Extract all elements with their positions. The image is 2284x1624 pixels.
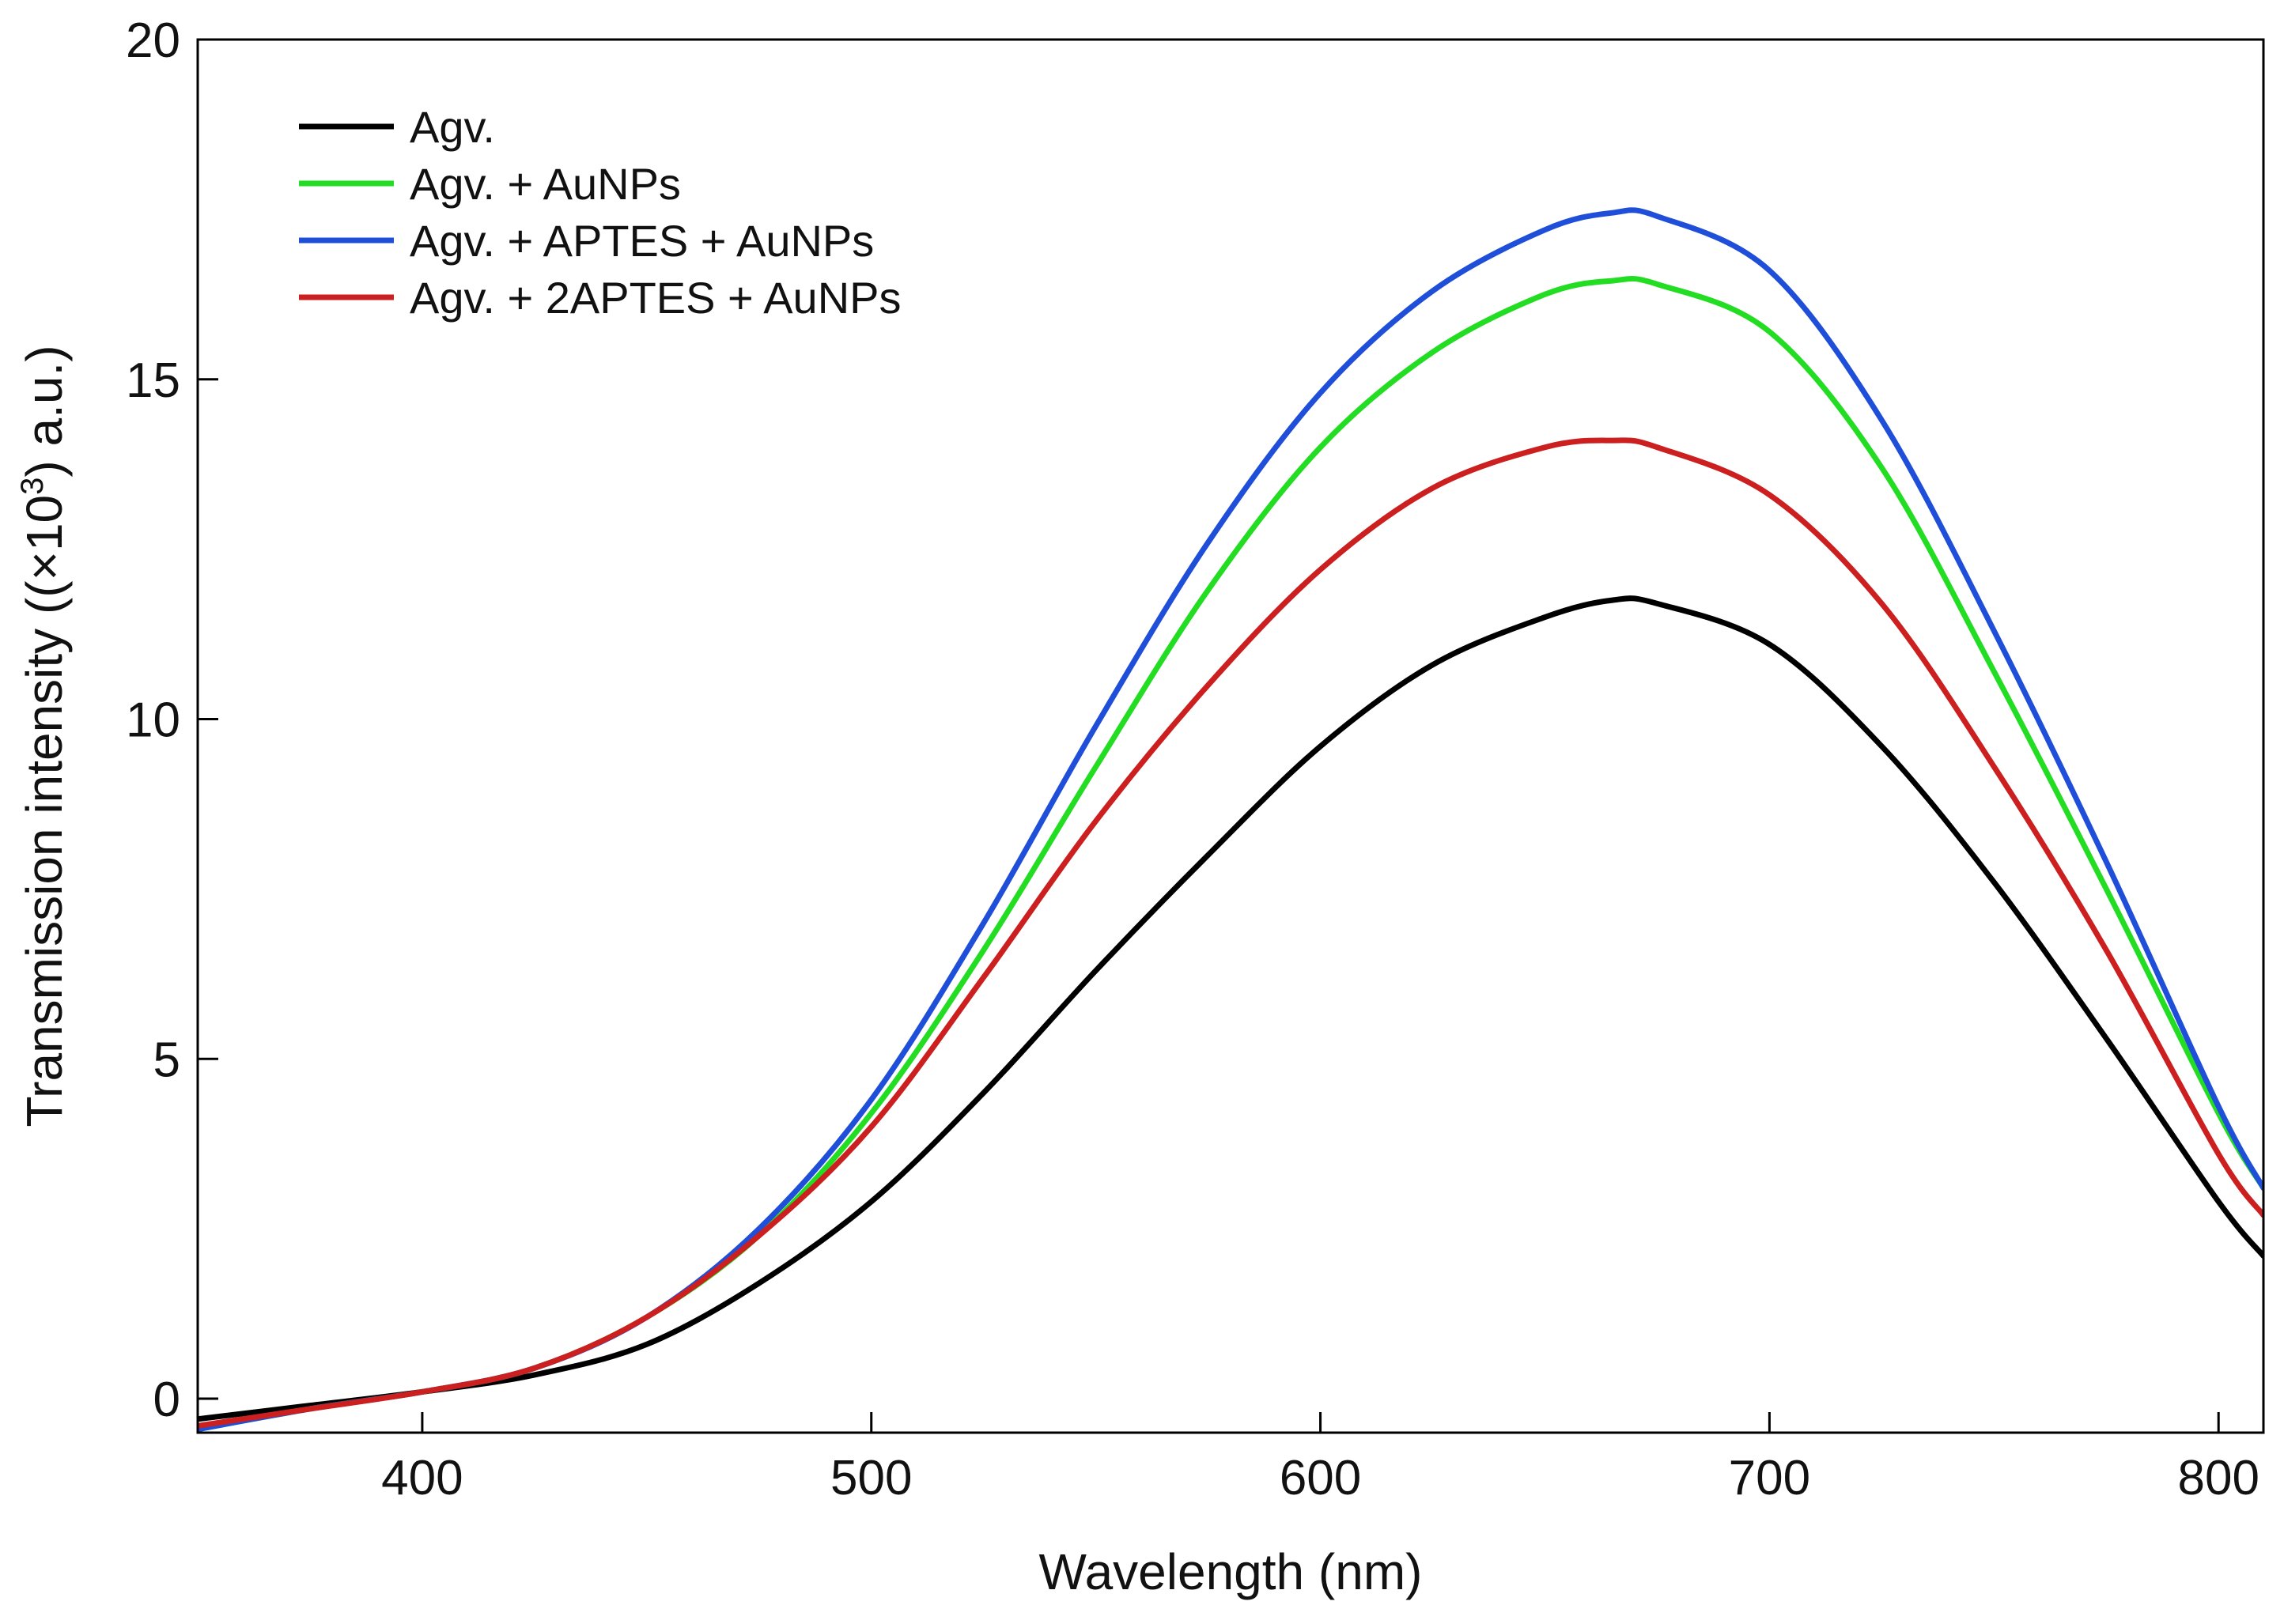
- series-line-1: [198, 595, 2263, 1422]
- x-axis: 400 500 600 700 800: [381, 1412, 2259, 1505]
- legend-label: Agv. + 2APTES + AuNPs: [410, 273, 902, 323]
- series-line-2: [198, 275, 2263, 1433]
- chart-marks: [198, 207, 2263, 1433]
- legend-label: Agv.: [410, 102, 495, 152]
- y-tick-label: 10: [126, 693, 180, 748]
- y-axis: 0 5 10 15 20: [126, 13, 218, 1427]
- y-tick-label: 20: [126, 13, 180, 68]
- legend-label: Agv. + APTES + AuNPs: [410, 216, 874, 266]
- legend-label: Agv. + AuNPs: [410, 159, 681, 209]
- series-line-4: [198, 437, 2263, 1429]
- y-axis-label-superscript: 3: [15, 478, 50, 495]
- x-tick-label: 500: [830, 1451, 912, 1505]
- y-tick-label: 0: [153, 1373, 180, 1427]
- x-tick-label: 600: [1280, 1451, 1361, 1505]
- series-line-3: [198, 207, 2263, 1433]
- y-tick-label: 15: [126, 353, 180, 408]
- x-tick-label: 400: [381, 1451, 463, 1505]
- y-axis-label: Transmission intensity ((×103) a.u.): [15, 345, 73, 1127]
- x-tick-label: 800: [2177, 1451, 2259, 1505]
- plot-frame: [196, 38, 2265, 1434]
- x-tick-label: 700: [1729, 1451, 1810, 1505]
- y-axis-label-prefix: Transmission intensity ((×10: [16, 495, 73, 1127]
- y-axis-label-suffix: ) a.u.): [16, 345, 73, 477]
- x-axis-label: Wavelength (nm): [1039, 1543, 1423, 1600]
- y-tick-label: 5: [153, 1033, 180, 1087]
- legend: Agv. Agv. + AuNPs Agv. + APTES + AuNPs Agv.…: [299, 102, 902, 323]
